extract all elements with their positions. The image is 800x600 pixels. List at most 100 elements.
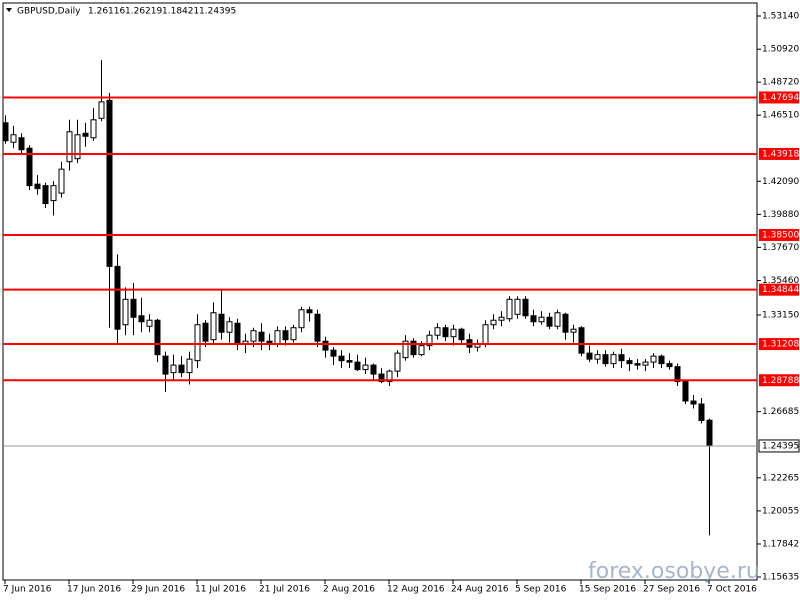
y-tick-label: 1.33150	[762, 311, 799, 321]
candle-body	[226, 321, 233, 333]
x-tick-label: 21 Jul 2016	[259, 585, 310, 595]
candle-body	[386, 370, 393, 383]
candle-body	[314, 313, 321, 342]
candle-body	[578, 327, 585, 354]
candle-body	[66, 131, 73, 163]
y-tick-label: 1.17842	[762, 539, 799, 549]
x-tick-label: 12 Aug 2016	[387, 585, 445, 595]
watermark: forex.osobye.ru	[588, 559, 760, 584]
candle-body	[354, 361, 361, 371]
candle-body	[322, 340, 329, 351]
x-tick-label: 2 Aug 2016	[323, 585, 375, 595]
candle-body	[674, 366, 681, 383]
candle-body	[162, 355, 169, 375]
level-label: 1.34844	[762, 285, 799, 295]
header-high: 1.26219	[125, 7, 162, 17]
candle-body	[82, 132, 89, 137]
candle-body	[98, 101, 105, 119]
level-label-box	[759, 338, 799, 351]
y-tick-label: 1.46510	[762, 111, 799, 121]
candle-body	[482, 324, 489, 345]
x-tick-label: 17 Jun 2016	[67, 585, 121, 595]
candle-body	[514, 298, 521, 315]
candle-body	[434, 327, 441, 336]
candle-body	[170, 364, 177, 374]
candle-body	[666, 363, 673, 368]
candle-body	[450, 328, 457, 338]
candle-body	[554, 312, 561, 327]
candle-body	[26, 147, 33, 187]
level-label: 1.43918	[762, 149, 799, 159]
candle-body	[282, 330, 289, 341]
candle-body	[442, 327, 449, 338]
candle-body	[362, 364, 369, 371]
x-tick-label: 11 Jul 2016	[195, 585, 246, 595]
y-tick-label: 1.20055	[762, 506, 799, 516]
candle-body	[186, 358, 193, 374]
candle-body	[202, 322, 209, 342]
candle-body	[58, 168, 65, 194]
level-label: 1.31208	[762, 340, 799, 350]
candle-body	[74, 134, 81, 160]
candle-body	[586, 352, 593, 360]
plot-frame	[2, 2, 758, 581]
level-label-box	[759, 147, 799, 160]
y-tick-label: 1.53140	[762, 11, 799, 21]
header-close: 1.24395	[199, 7, 236, 17]
x-tick-label: 29 Jun 2016	[131, 585, 185, 595]
candle-body	[650, 355, 657, 363]
candle-body	[690, 400, 697, 405]
candle-body	[274, 330, 281, 345]
y-tick-label: 1.15635	[762, 572, 799, 582]
x-tick-label: 15 Sep 2016	[579, 585, 636, 595]
y-tick-label: 1.42090	[762, 177, 799, 187]
candle-body	[426, 334, 433, 347]
x-tick-label: 5 Sep 2016	[515, 585, 567, 595]
candle-body	[298, 309, 305, 329]
candle-body	[570, 328, 577, 333]
candle-body	[106, 99, 113, 267]
candle-body	[418, 345, 425, 356]
y-tick-label: 1.22265	[762, 473, 799, 483]
candle-body	[346, 360, 353, 363]
level-label-box	[759, 374, 799, 387]
level-label: 1.38500	[762, 230, 799, 240]
candle-body	[114, 265, 121, 330]
candle-body	[2, 122, 9, 142]
level-label: 1.47694	[762, 93, 799, 103]
candle-body	[458, 328, 465, 341]
candle-body	[146, 319, 153, 327]
x-tick-label: 7 Jun 2016	[3, 585, 52, 595]
candle-body	[618, 354, 625, 362]
candle-body	[34, 183, 41, 190]
candle-body	[218, 313, 225, 333]
candle-body	[538, 316, 545, 323]
candle-body	[42, 185, 49, 205]
candle-body	[122, 298, 129, 326]
candle-body	[562, 313, 569, 333]
candle-body	[210, 312, 217, 341]
level-label-box	[759, 283, 799, 296]
candle-body	[626, 360, 633, 365]
x-tick-label: 24 Aug 2016	[451, 585, 509, 595]
candle-body	[698, 403, 705, 421]
candle-body	[634, 363, 641, 366]
candle-body	[498, 316, 505, 321]
candle-body	[658, 355, 665, 365]
candle-body	[130, 298, 137, 318]
candle-body	[370, 364, 377, 375]
x-tick-label: 7 Oct 2016	[707, 585, 757, 595]
candle-body	[18, 137, 25, 151]
candle-body	[330, 349, 337, 357]
candle-body	[178, 364, 185, 374]
candle-body	[194, 324, 201, 362]
candle-body	[490, 319, 497, 326]
candle-body	[10, 134, 17, 143]
candle-body	[594, 354, 601, 360]
y-tick-label: 1.48720	[762, 78, 799, 88]
y-tick-label: 1.35460	[762, 276, 799, 286]
candle-body	[610, 354, 617, 365]
y-tick-label: 1.39880	[762, 210, 799, 220]
current-price-box	[758, 439, 800, 453]
candle-body	[394, 352, 401, 372]
